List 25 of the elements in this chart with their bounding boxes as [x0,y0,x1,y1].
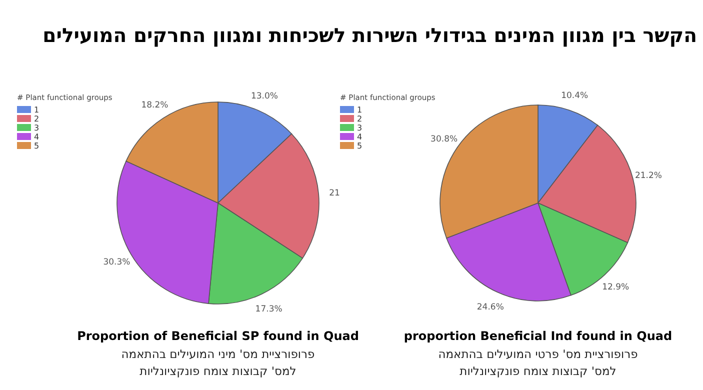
data-label: 21.2% [634,170,662,181]
legend-label: 2 [357,114,362,124]
legend-label: 4 [34,132,40,142]
data-label: 21 [329,188,340,199]
data-label: 24.6% [476,302,504,313]
data-label: 13.0% [250,92,278,102]
legend-label: 1 [357,106,362,114]
data-label: 10.4% [561,91,588,102]
text: הקשר בין מגוון המינים בגידולי השירות לשכיחות ומגוון החרקים המועילים [42,24,697,47]
data-label: 30.3% [103,258,130,268]
legend-label: 4 [357,132,362,142]
legend-label: 3 [357,124,362,132]
legend-label: 5 [34,142,40,150]
data-label: 17.3% [255,304,282,314]
data-label: 30.8% [430,134,458,144]
data-label: 12.9% [602,282,630,293]
legend-label: 2 [34,114,40,124]
legend-label: 3 [34,124,40,132]
legend-label: 5 [357,142,362,150]
text: Proportion of Beneficial SP found in Quad [77,329,359,343]
legend-label: 1 [34,106,40,114]
text: פרופורציית מס' פרטי המועילים בהתאמה למס' קבוצות צומח פונקציונליות [438,347,638,378]
text: proportion Beneficial Ind found in Quad [404,329,672,343]
text: פרופורציית מס' מיני המועילים בהתאמה למס' קבוצות צומח פונקציונליות [121,347,315,378]
data-label: 18.2% [141,100,168,111]
